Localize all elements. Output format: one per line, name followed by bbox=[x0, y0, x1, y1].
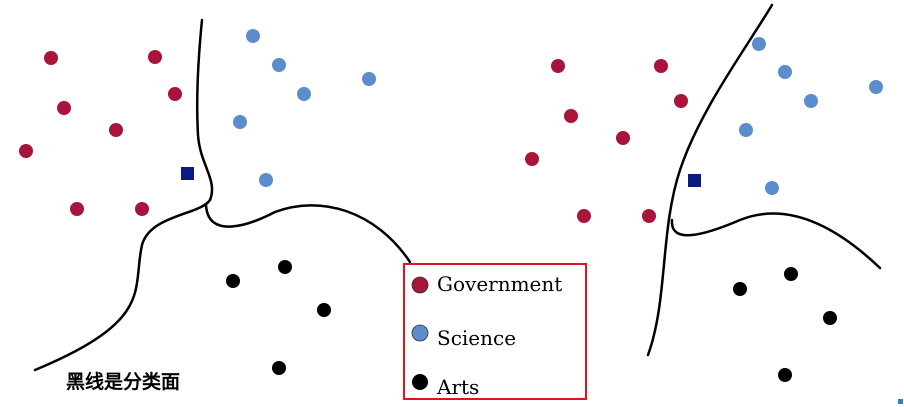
government-point bbox=[44, 51, 58, 65]
legend-label-arts: Arts bbox=[436, 375, 479, 399]
science-point bbox=[259, 173, 273, 187]
government-point bbox=[109, 123, 123, 137]
government-point bbox=[135, 202, 149, 216]
science-point bbox=[752, 37, 766, 51]
science-point bbox=[246, 29, 260, 43]
left-query-square bbox=[181, 167, 194, 180]
right-boundary-vertical bbox=[646, 3, 774, 357]
science-point bbox=[804, 94, 818, 108]
arts-point bbox=[733, 282, 747, 296]
arts-point bbox=[278, 260, 292, 274]
left-boundary-horizontal bbox=[204, 203, 412, 264]
legend-government-marker bbox=[411, 276, 429, 294]
arts-point bbox=[317, 303, 331, 317]
legend: Government Science Arts bbox=[403, 263, 587, 400]
government-point bbox=[57, 101, 71, 115]
science-point bbox=[778, 65, 792, 79]
arts-point bbox=[823, 311, 837, 325]
government-point bbox=[577, 209, 591, 223]
left-boundary-vertical bbox=[33, 18, 214, 372]
right-government-points bbox=[525, 59, 688, 223]
government-point bbox=[19, 144, 33, 158]
arts-point bbox=[272, 361, 286, 375]
legend-label-government: Government bbox=[437, 272, 562, 296]
government-point bbox=[616, 131, 630, 145]
government-point bbox=[674, 94, 688, 108]
science-point bbox=[869, 80, 883, 94]
right-arts-points bbox=[733, 267, 837, 382]
right-query-square bbox=[688, 174, 701, 187]
science-point bbox=[297, 87, 311, 101]
government-point bbox=[148, 50, 162, 64]
right-science-points bbox=[739, 37, 883, 195]
legend-arts-marker bbox=[412, 374, 428, 390]
science-point bbox=[362, 72, 376, 86]
left-arts-points bbox=[226, 260, 331, 375]
science-point bbox=[272, 58, 286, 72]
caption-text: 黑线是分类面 bbox=[66, 370, 180, 393]
government-point bbox=[551, 59, 565, 73]
science-point bbox=[233, 115, 247, 129]
right-boundaries bbox=[646, 3, 882, 357]
government-point bbox=[70, 202, 84, 216]
government-point bbox=[654, 59, 668, 73]
government-point bbox=[168, 87, 182, 101]
legend-science-marker bbox=[411, 324, 429, 342]
government-point bbox=[642, 209, 656, 223]
right-boundary-horizontal bbox=[670, 212, 882, 270]
arts-point bbox=[226, 274, 240, 288]
government-point bbox=[564, 109, 578, 123]
government-point bbox=[525, 152, 539, 166]
left-government-points bbox=[19, 50, 182, 216]
science-point bbox=[765, 181, 779, 195]
legend-box bbox=[403, 263, 587, 400]
science-point bbox=[739, 123, 753, 137]
corner-accent-mark bbox=[898, 399, 903, 404]
legend-label-science: Science bbox=[437, 326, 516, 350]
left-science-points bbox=[233, 29, 376, 187]
left-boundaries bbox=[33, 18, 412, 372]
arts-point bbox=[784, 267, 798, 281]
arts-point bbox=[778, 368, 792, 382]
